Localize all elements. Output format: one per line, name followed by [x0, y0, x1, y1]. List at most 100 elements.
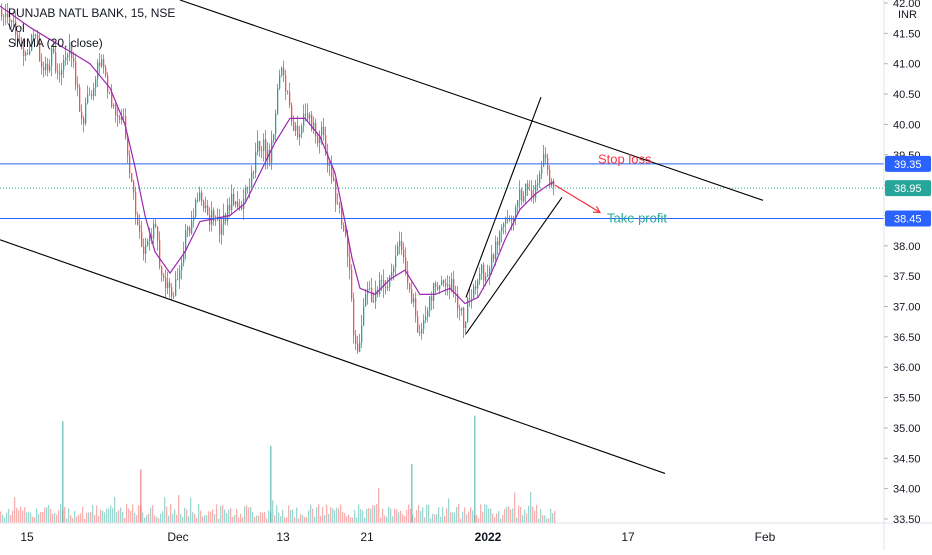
candle-body[interactable] — [495, 241, 497, 260]
candle-body[interactable] — [47, 63, 49, 71]
candle-body[interactable] — [179, 270, 181, 280]
candle-body[interactable] — [17, 34, 19, 39]
candle-body[interactable] — [435, 283, 437, 287]
candle-body[interactable] — [225, 214, 227, 221]
candle-body[interactable] — [437, 286, 439, 290]
candle-body[interactable] — [233, 193, 235, 205]
candle-body[interactable] — [373, 301, 375, 303]
candle-body[interactable] — [531, 190, 533, 196]
candle-body[interactable] — [157, 226, 159, 241]
candle-body[interactable] — [39, 41, 41, 62]
trend-line-2[interactable] — [0, 239, 666, 474]
candle-body[interactable] — [205, 205, 207, 209]
candle-body[interactable] — [497, 241, 499, 246]
candle-body[interactable] — [261, 150, 263, 152]
candle-body[interactable] — [407, 270, 409, 284]
candle-body[interactable] — [21, 39, 23, 49]
candle-body[interactable] — [83, 118, 85, 124]
candle-body[interactable] — [181, 262, 183, 271]
candle-body[interactable] — [451, 279, 453, 291]
candle-body[interactable] — [53, 48, 55, 53]
candle-body[interactable] — [257, 141, 259, 152]
candle-body[interactable] — [277, 88, 279, 114]
candle-body[interactable] — [35, 34, 37, 36]
candle-body[interactable] — [33, 34, 35, 36]
candle-body[interactable] — [395, 255, 397, 268]
candle-body[interactable] — [199, 192, 201, 200]
candle-body[interactable] — [13, 20, 15, 22]
candle-body[interactable] — [465, 321, 467, 328]
smma-line[interactable] — [0, 5, 555, 305]
candle-body[interactable] — [543, 154, 545, 167]
candle-body[interactable] — [553, 180, 555, 187]
candle-body[interactable] — [305, 113, 307, 115]
candle-body[interactable] — [461, 307, 463, 311]
candle-body[interactable] — [479, 273, 481, 281]
candle-body[interactable] — [343, 224, 345, 231]
candle-body[interactable] — [239, 206, 241, 208]
candle-body[interactable] — [7, 13, 9, 18]
candle-body[interactable] — [371, 288, 373, 303]
candle-body[interactable] — [267, 149, 269, 160]
candle-body[interactable] — [85, 102, 87, 124]
candle-body[interactable] — [417, 316, 419, 333]
candle-body[interactable] — [335, 181, 337, 204]
candle-body[interactable] — [415, 298, 417, 317]
candle-body[interactable] — [307, 113, 309, 119]
candle-body[interactable] — [467, 298, 469, 322]
candle-body[interactable] — [69, 42, 71, 55]
candle-body[interactable] — [111, 93, 113, 107]
candle-body[interactable] — [147, 240, 149, 246]
candle-body[interactable] — [361, 325, 363, 343]
candle-body[interactable] — [31, 34, 33, 51]
candle-body[interactable] — [73, 58, 75, 62]
candle-body[interactable] — [161, 266, 163, 276]
candle-body[interactable] — [427, 310, 429, 317]
candle-body[interactable] — [37, 34, 39, 42]
candle-body[interactable] — [325, 135, 327, 153]
candle-body[interactable] — [219, 216, 221, 235]
candle-body[interactable] — [505, 217, 507, 224]
last-price-badge[interactable] — [885, 180, 931, 197]
candle-body[interactable] — [537, 183, 539, 185]
candle-body[interactable] — [357, 343, 359, 352]
candle-body[interactable] — [387, 286, 389, 289]
candle-body[interactable] — [101, 59, 103, 67]
candle-body[interactable] — [185, 230, 187, 251]
candle-body[interactable] — [81, 111, 83, 119]
candle-body[interactable] — [445, 283, 447, 287]
candle-body[interactable] — [171, 287, 173, 297]
candle-body[interactable] — [105, 67, 107, 76]
candle-body[interactable] — [403, 250, 405, 258]
candle-body[interactable] — [509, 219, 511, 221]
candle-body[interactable] — [287, 91, 289, 93]
candle-body[interactable] — [457, 293, 459, 309]
candle-body[interactable] — [273, 134, 275, 141]
candle-body[interactable] — [215, 219, 217, 222]
candle-body[interactable] — [107, 75, 109, 93]
candle-body[interactable] — [141, 231, 143, 247]
candle-body[interactable] — [355, 335, 357, 344]
candle-body[interactable] — [393, 267, 395, 273]
candle-body[interactable] — [245, 188, 247, 199]
candle-body[interactable] — [197, 199, 199, 201]
take-profit-arrow[interactable] — [554, 184, 601, 213]
candle-body[interactable] — [475, 286, 477, 289]
legend-symbol[interactable]: PUNJAB NATL BANK, 15, NSE — [8, 6, 176, 20]
candle-body[interactable] — [175, 279, 177, 297]
candle-body[interactable] — [289, 92, 291, 105]
candle-body[interactable] — [449, 284, 451, 291]
trend-line-1[interactable] — [179, 0, 764, 201]
candle-body[interactable] — [513, 217, 515, 221]
candle-body[interactable] — [165, 277, 167, 289]
candle-body[interactable] — [331, 165, 333, 178]
candle-body[interactable] — [155, 223, 157, 227]
candle-body[interactable] — [103, 59, 105, 68]
candle-body[interactable] — [71, 42, 73, 59]
candle-body[interactable] — [201, 192, 203, 202]
candle-body[interactable] — [263, 139, 265, 151]
candle-body[interactable] — [149, 235, 151, 241]
candle-body[interactable] — [463, 307, 465, 328]
candle-body[interactable] — [313, 122, 315, 130]
